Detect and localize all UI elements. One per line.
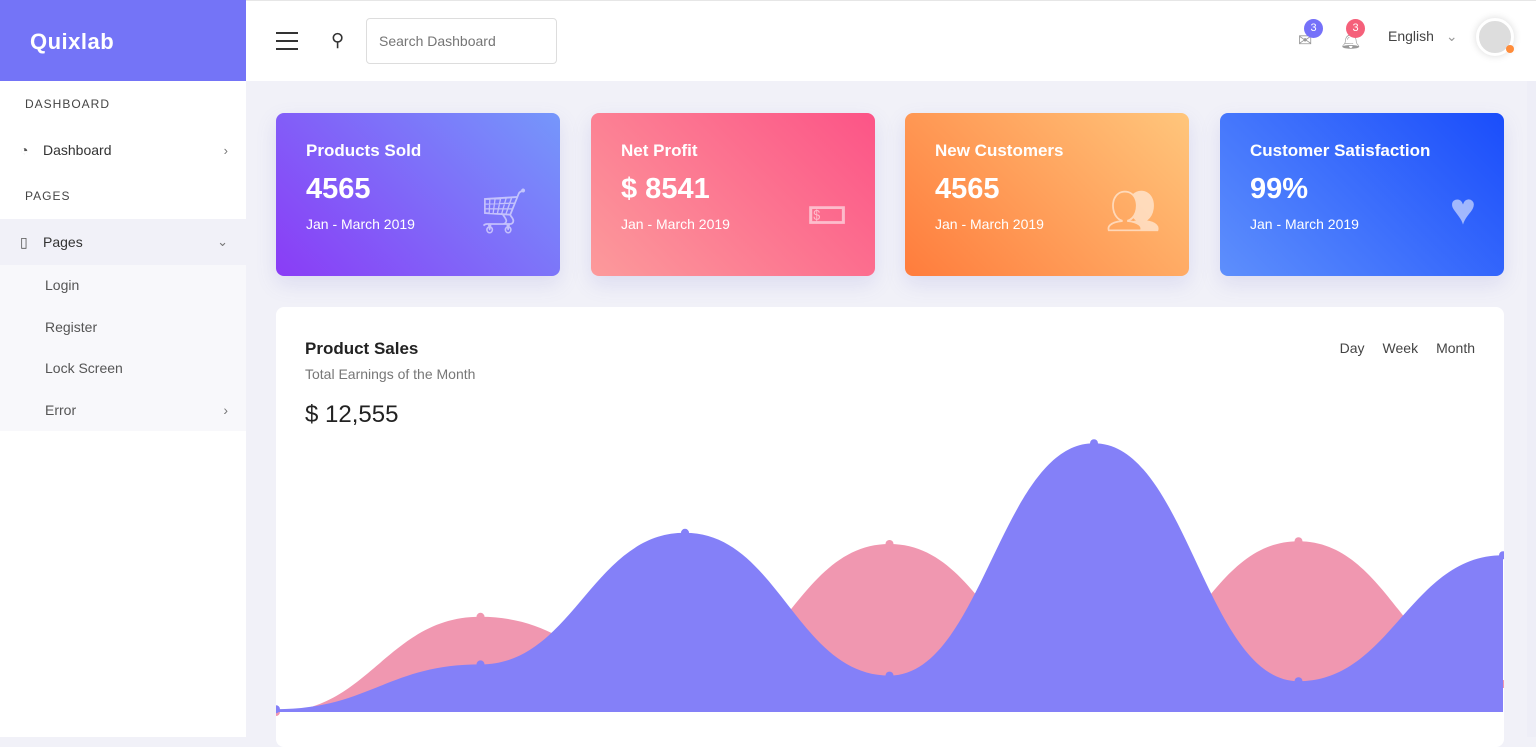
sidebar: Quixlab DASHBOARD ◔ Dashboard › PAGES ▯ Pag… — [0, 0, 246, 737]
series-area-1 — [276, 443, 1503, 712]
chevron-right-icon: › — [223, 142, 228, 158]
search-input[interactable] — [366, 18, 557, 64]
data-point — [276, 705, 280, 714]
avatar[interactable] — [1476, 18, 1514, 56]
bell-icon[interactable]: 🔔︎ 3 — [1340, 19, 1365, 51]
data-point — [1090, 439, 1098, 448]
chevron-right-icon: › — [223, 401, 228, 418]
stat-card-net-profit: Net Profit $ 8541 Jan - March 2019 💵︎ — [591, 113, 875, 276]
mail-badge: 3 — [1304, 19, 1323, 38]
sidebar-subitem-login[interactable]: Login — [45, 277, 80, 293]
data-point — [1294, 677, 1303, 686]
data-point — [1499, 551, 1504, 560]
stat-card-customer-satisfaction: Customer Satisfaction 99% Jan - March 2019… — [1220, 113, 1504, 276]
menu-toggle-icon[interactable] — [276, 32, 298, 56]
stat-card-new-customers: New Customers 4565 Jan - March 2019 👥︎ — [905, 113, 1189, 276]
data-point — [1294, 537, 1303, 546]
speedometer-icon: ◔ — [20, 142, 29, 158]
search-icon[interactable]: ⚲ — [331, 30, 345, 50]
status-dot — [1506, 45, 1514, 53]
stat-card-products-sold: Products Sold 4565 Jan - March 2019 🛒︎ — [276, 113, 560, 276]
sidebar-item-dashboard[interactable]: ◔ Dashboard › — [0, 127, 246, 173]
cart-icon: 🛒︎ — [476, 187, 532, 236]
sidebar-item-label: Pages — [43, 234, 83, 250]
data-point — [476, 660, 485, 669]
chevron-down-icon: ⌄ — [1445, 28, 1458, 44]
panel-title: Product Sales — [305, 339, 419, 358]
top-bar: ⚲ ✉3 🔔︎3 English ⌄ — [246, 0, 1536, 81]
chevron-down-icon: ⌄ — [217, 234, 228, 249]
range-week-button[interactable]: Week — [1382, 340, 1419, 356]
sidebar-item-pages[interactable]: ▯ Pages ⌄ — [0, 219, 246, 265]
notebook-icon: ▯ — [20, 233, 28, 250]
range-day-button[interactable]: Day — [1339, 340, 1365, 356]
range-month-button[interactable]: Month — [1436, 340, 1475, 356]
panel-subtitle: Total Earnings of the Month — [305, 366, 476, 382]
users-icon: 👥︎ — [1105, 187, 1161, 236]
earnings-value: $ 12,555 — [305, 401, 399, 428]
sidebar-subitem-register[interactable]: Register — [45, 318, 98, 335]
money-icon: 💵︎ — [807, 185, 847, 234]
heart-icon: ♥ — [1449, 185, 1476, 234]
sidebar-subitem-error[interactable]: Error › — [0, 390, 246, 432]
notification-badge: 3 — [1346, 19, 1365, 38]
language-select[interactable]: English ⌄ — [1388, 28, 1458, 44]
section-label: DASHBOARD — [25, 97, 111, 111]
sales-area-chart — [276, 439, 1504, 716]
data-point — [885, 671, 894, 680]
brand-logo[interactable]: Quixlab — [0, 0, 246, 81]
sidebar-subitem-lock-screen[interactable]: Lock Screen — [45, 360, 123, 376]
scrollbar[interactable] — [1527, 81, 1536, 737]
sidebar-item-label: Dashboard — [43, 142, 112, 158]
data-point — [885, 540, 894, 548]
mail-icon[interactable]: ✉ 3 — [1298, 19, 1323, 51]
product-sales-panel: Product Sales Total Earnings of the Mont… — [276, 307, 1504, 747]
data-point — [476, 612, 485, 621]
data-point — [681, 528, 689, 537]
section-label: PAGES — [25, 189, 71, 203]
